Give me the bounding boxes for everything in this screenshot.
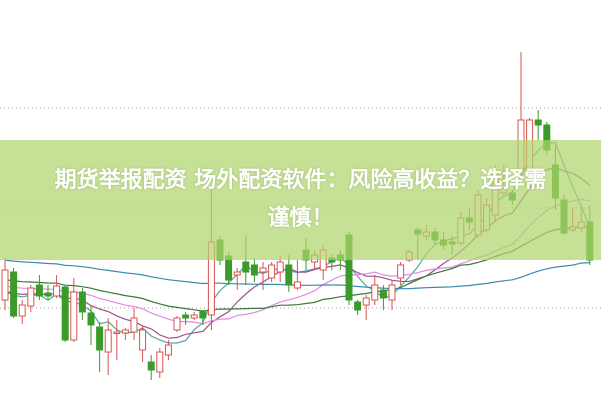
article-title: 期货举报配资 场外配资软件：风险高收益？选择需 谨慎！ — [0, 162, 601, 238]
candle-body — [78, 291, 86, 313]
candle-body — [388, 284, 396, 301]
candle-body — [259, 267, 267, 273]
candle-body — [233, 271, 241, 276]
candle-body — [276, 261, 284, 273]
candle-body — [362, 297, 370, 306]
candle-body — [354, 301, 362, 311]
candle-body — [156, 351, 164, 373]
candle-body — [96, 326, 104, 351]
candle-body — [87, 312, 95, 326]
candle-body — [199, 311, 207, 319]
candle-body — [397, 264, 405, 279]
candle-body — [190, 314, 198, 319]
candle-body — [27, 287, 35, 307]
candle-body — [1, 269, 9, 301]
candle-body — [285, 264, 293, 286]
candle-body — [534, 119, 542, 126]
candle-body — [35, 284, 43, 297]
candle-body — [18, 304, 26, 317]
candle-body — [164, 344, 172, 356]
candle-body — [44, 292, 52, 297]
candle-body — [250, 264, 258, 276]
candle-body — [113, 331, 121, 334]
candle-body — [371, 284, 379, 301]
candle-body — [182, 314, 190, 319]
title-line-1: 期货举报配资 场外配资软件：风险高收益？选择需 — [54, 168, 547, 193]
candle-body — [139, 329, 147, 351]
candle-body — [268, 264, 276, 279]
candle-body — [104, 329, 112, 353]
candle-body — [10, 271, 18, 317]
title-line-2: 谨慎！ — [267, 206, 334, 231]
candle-body — [173, 317, 181, 331]
candle-body — [53, 285, 61, 297]
candle-body — [242, 261, 250, 273]
candle-body — [121, 329, 129, 334]
title-banner — [0, 140, 601, 260]
candle-body — [61, 286, 69, 341]
candle-body — [70, 291, 78, 341]
candle-body — [293, 281, 301, 289]
candle-body — [130, 317, 138, 333]
candle-body — [379, 289, 387, 299]
candle-body — [147, 361, 155, 371]
